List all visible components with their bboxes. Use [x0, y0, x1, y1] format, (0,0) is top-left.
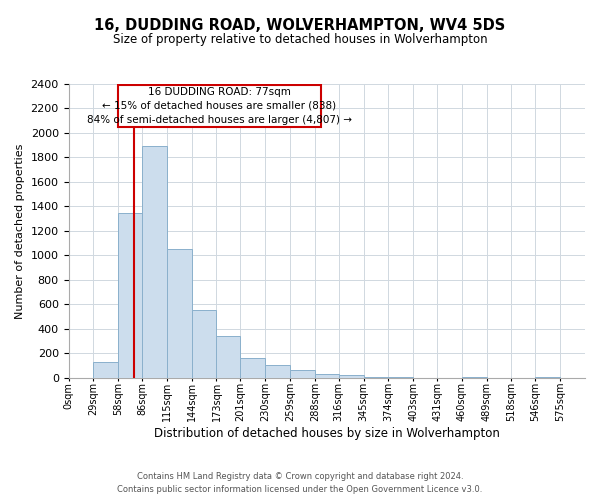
Bar — [388, 377, 413, 378]
Bar — [315, 374, 339, 378]
Bar — [339, 376, 364, 378]
Bar — [290, 370, 315, 378]
Text: ← 15% of detached houses are smaller (838): ← 15% of detached houses are smaller (83… — [103, 100, 337, 110]
Bar — [94, 362, 118, 378]
Text: Size of property relative to detached houses in Wolverhampton: Size of property relative to detached ho… — [113, 32, 487, 46]
Bar — [265, 365, 290, 378]
Bar — [217, 336, 241, 378]
X-axis label: Distribution of detached houses by size in Wolverhampton: Distribution of detached houses by size … — [154, 427, 500, 440]
Text: 84% of semi-detached houses are larger (4,807) →: 84% of semi-detached houses are larger (… — [87, 114, 352, 124]
Text: 16 DUDDING ROAD: 77sqm: 16 DUDDING ROAD: 77sqm — [148, 87, 291, 97]
Bar — [142, 146, 167, 378]
Bar — [167, 249, 191, 378]
Bar — [535, 377, 560, 378]
Bar — [364, 377, 388, 378]
Bar — [118, 212, 142, 378]
Bar — [241, 358, 265, 378]
Bar — [462, 376, 487, 378]
Text: 16, DUDDING ROAD, WOLVERHAMPTON, WV4 5DS: 16, DUDDING ROAD, WOLVERHAMPTON, WV4 5DS — [94, 18, 506, 32]
FancyBboxPatch shape — [118, 84, 321, 127]
Bar — [191, 310, 217, 378]
Y-axis label: Number of detached properties: Number of detached properties — [15, 143, 25, 318]
Text: Contains HM Land Registry data © Crown copyright and database right 2024.
Contai: Contains HM Land Registry data © Crown c… — [118, 472, 482, 494]
